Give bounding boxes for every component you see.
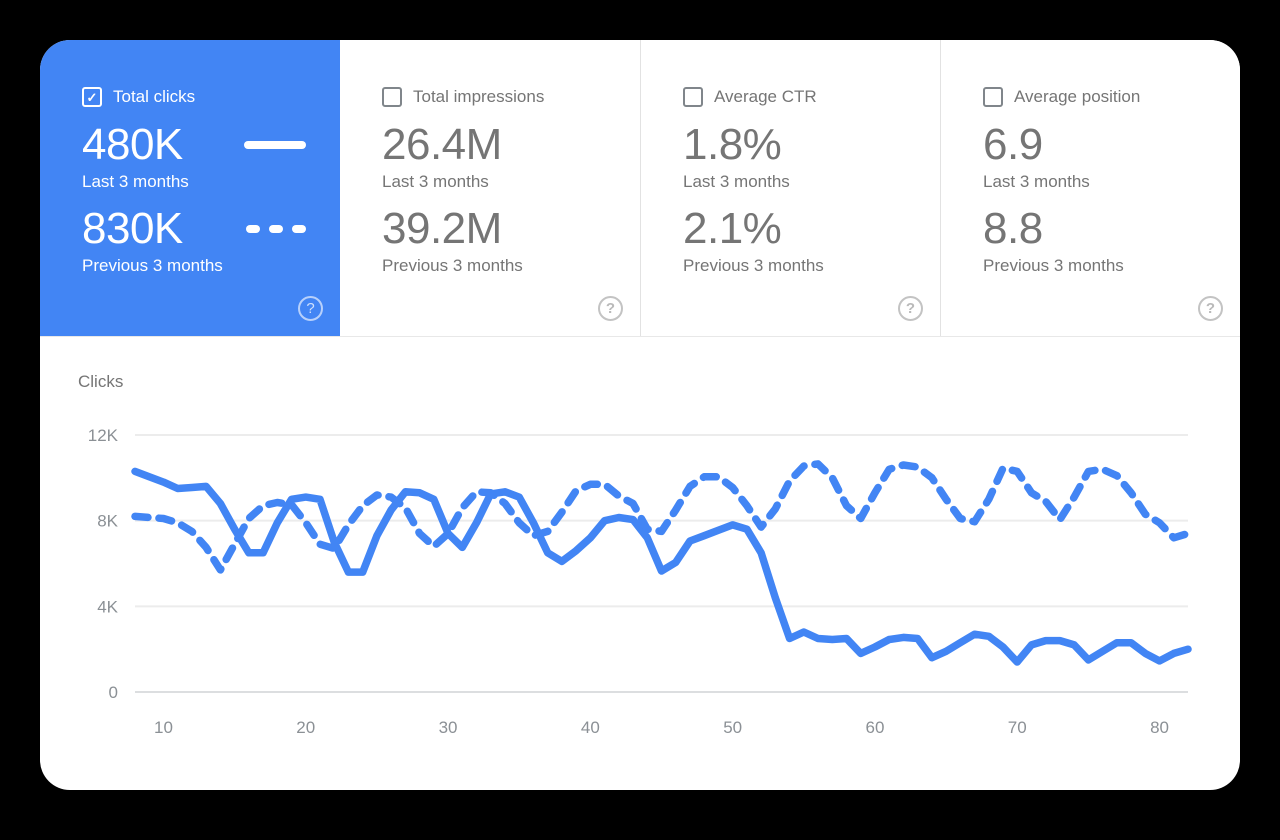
card-total-clicks[interactable]: ✓ Total clicks 480K Last 3 months 830K P… [40, 40, 340, 336]
caption-previous: Previous 3 months [82, 256, 223, 275]
value-row-last: 480K [82, 121, 306, 169]
caption-previous: Previous 3 months [983, 256, 1124, 275]
card-header: Total impressions [382, 86, 606, 108]
value-row-previous: 8.8 [983, 205, 1206, 253]
card-average-position[interactable]: Average position 6.9 Last 3 months 8.8 P… [940, 40, 1240, 336]
y-axis-tick-label: 8K [97, 512, 118, 531]
value-row-last: 26.4M [382, 121, 606, 169]
x-axis-tick-label: 10 [154, 718, 173, 737]
solid-line-legend-icon [244, 141, 306, 149]
card-header: ✓ Total clicks [82, 86, 306, 108]
metric-value-previous: 39.2M [382, 204, 502, 253]
metric-value-last: 480K [82, 120, 183, 169]
solid-series-line [131, 467, 1192, 666]
help-icon[interactable]: ? [898, 296, 923, 321]
card-label: Total clicks [113, 87, 196, 106]
metric-value-previous: 830K [82, 204, 183, 253]
clicks-line-chart: 0 4K 8K 12K 10 20 30 40 50 60 70 80 [88, 426, 1192, 737]
dashboard-panel: ✓ Total clicks 480K Last 3 months 830K P… [40, 40, 1240, 790]
card-label: Average position [1014, 87, 1141, 106]
card-header: Average position [983, 86, 1206, 108]
metric-value-last: 26.4M [382, 120, 502, 169]
value-row-previous: 830K [82, 205, 306, 253]
x-axis-tick-label: 30 [439, 718, 458, 737]
x-axis-tick-label: 20 [296, 718, 315, 737]
caption-last: Last 3 months [683, 172, 790, 191]
metric-value-previous: 2.1% [683, 204, 782, 253]
checkbox-unchecked-icon[interactable] [983, 87, 1003, 107]
value-row-last: 1.8% [683, 121, 906, 169]
metric-value-last: 6.9 [983, 120, 1043, 169]
caption-previous: Previous 3 months [382, 256, 523, 275]
x-axis-tick-label: 70 [1008, 718, 1027, 737]
card-label: Total impressions [413, 87, 545, 106]
caption-last: Last 3 months [82, 172, 189, 191]
x-axis-tick-label: 40 [581, 718, 600, 737]
checkbox-checked-icon[interactable]: ✓ [82, 87, 102, 107]
card-header: Average CTR [683, 86, 906, 108]
metric-value-last: 1.8% [683, 120, 782, 169]
help-icon[interactable]: ? [298, 296, 323, 321]
checkmark-icon: ✓ [86, 89, 98, 105]
caption-previous: Previous 3 months [683, 256, 824, 275]
y-axis-tick-label: 12K [88, 426, 119, 445]
caption-last: Last 3 months [983, 172, 1090, 191]
metric-value-previous: 8.8 [983, 204, 1043, 253]
chart-title: Clicks [78, 372, 124, 391]
x-axis-tick-label: 80 [1150, 718, 1169, 737]
help-icon[interactable]: ? [598, 296, 623, 321]
checkbox-unchecked-icon[interactable] [683, 87, 703, 107]
dashed-series-line [131, 460, 1192, 574]
help-icon[interactable]: ? [1198, 296, 1223, 321]
checkbox-unchecked-icon[interactable] [382, 87, 402, 107]
value-row-last: 6.9 [983, 121, 1206, 169]
card-label: Average CTR [714, 87, 817, 106]
x-axis-tick-label: 60 [865, 718, 884, 737]
value-row-previous: 2.1% [683, 205, 906, 253]
dashed-line-legend-icon [246, 225, 306, 233]
caption-last: Last 3 months [382, 172, 489, 191]
card-average-ctr[interactable]: Average CTR 1.8% Last 3 months 2.1% Prev… [640, 40, 940, 336]
y-axis-tick-label: 4K [97, 597, 118, 616]
score-cards-row: ✓ Total clicks 480K Last 3 months 830K P… [40, 40, 1240, 337]
y-axis-tick-label: 0 [109, 683, 118, 702]
card-total-impressions[interactable]: Total impressions 26.4M Last 3 months 39… [340, 40, 640, 336]
x-axis-tick-label: 50 [723, 718, 742, 737]
value-row-previous: 39.2M [382, 205, 606, 253]
